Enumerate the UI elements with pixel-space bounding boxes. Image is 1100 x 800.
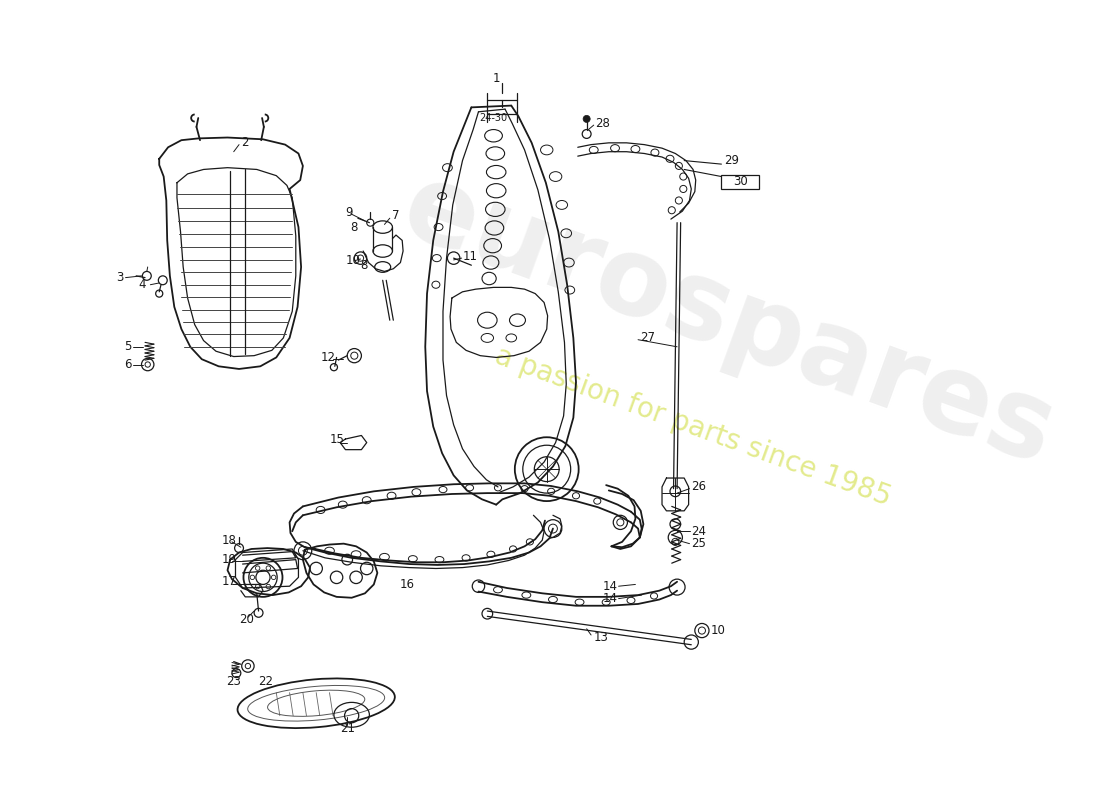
Text: 2: 2 — [241, 136, 249, 150]
Text: 8: 8 — [350, 221, 358, 234]
Text: 11: 11 — [462, 250, 477, 263]
Text: 26: 26 — [691, 481, 706, 494]
Text: 21: 21 — [340, 722, 354, 734]
Text: 14: 14 — [603, 580, 618, 593]
Text: 25: 25 — [691, 537, 706, 550]
Text: 4: 4 — [139, 278, 146, 291]
Text: 15: 15 — [330, 434, 344, 446]
Text: 27: 27 — [640, 331, 654, 345]
Text: 28: 28 — [595, 117, 610, 130]
Text: 10: 10 — [345, 254, 361, 267]
Text: 20: 20 — [239, 614, 254, 626]
Text: 8: 8 — [361, 258, 367, 272]
Text: 23: 23 — [226, 675, 241, 689]
Text: 13: 13 — [594, 631, 608, 644]
Text: 7: 7 — [392, 209, 399, 222]
Text: eurospares: eurospares — [388, 153, 1069, 487]
Text: 9: 9 — [345, 206, 353, 218]
Circle shape — [583, 115, 591, 122]
Text: 17: 17 — [221, 575, 236, 588]
Text: 24: 24 — [691, 525, 706, 538]
Text: 5: 5 — [124, 340, 131, 354]
Text: a passion for parts since 1985: a passion for parts since 1985 — [491, 342, 895, 511]
Text: 3: 3 — [117, 271, 124, 284]
Text: 1: 1 — [493, 73, 499, 86]
Text: 6: 6 — [124, 358, 131, 371]
Text: 14: 14 — [603, 592, 618, 605]
Text: 22: 22 — [258, 675, 274, 689]
Text: 18: 18 — [221, 534, 236, 546]
Text: 29: 29 — [724, 154, 739, 167]
Text: 30: 30 — [733, 175, 747, 188]
Text: 24-30: 24-30 — [480, 113, 507, 123]
Text: 10: 10 — [711, 624, 726, 637]
FancyBboxPatch shape — [722, 174, 759, 189]
Text: 16: 16 — [400, 578, 415, 591]
Text: 19: 19 — [221, 553, 236, 566]
Text: 12: 12 — [320, 351, 336, 364]
